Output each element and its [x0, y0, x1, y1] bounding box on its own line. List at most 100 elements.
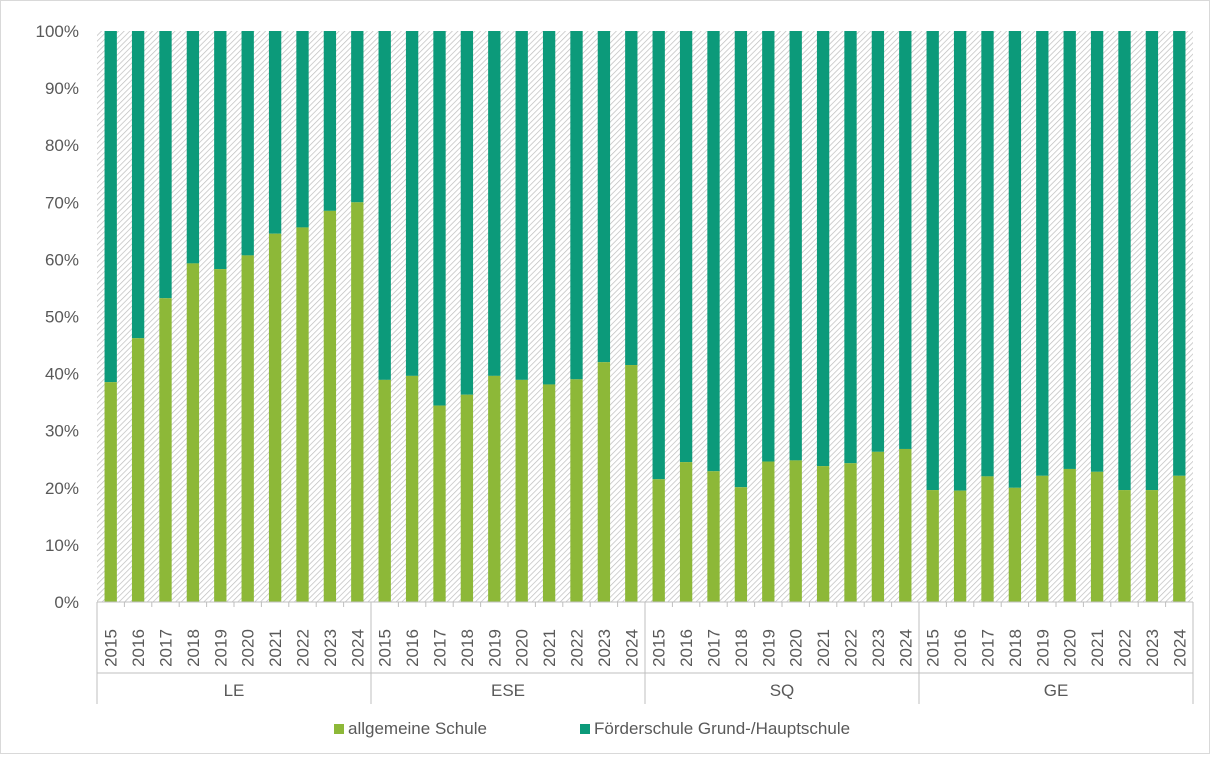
bar-foerderschule-SQ-2016	[679, 31, 693, 463]
legend-swatch-foerderschule	[580, 724, 590, 734]
y-tick-label: 80%	[45, 136, 79, 155]
x-tick-label-year: 2021	[814, 629, 833, 667]
x-tick-label-year: 2018	[1006, 629, 1025, 667]
legend: allgemeine Schule Förderschule Grund-/Hau…	[334, 719, 850, 738]
x-tick-label-year: 2015	[102, 629, 121, 667]
bar-foerderschule-ESE-2020	[515, 31, 528, 380]
bar-foerderschule-SQ-2020	[789, 31, 802, 461]
x-tick-label-year: 2015	[650, 629, 669, 667]
bar-foerderschule-GE-2022	[1118, 31, 1131, 491]
bar-foerderschule-ESE-2021	[542, 31, 556, 385]
x-tick-label-year: 2019	[759, 629, 778, 667]
bar-foerderschule-GE-2019	[1036, 31, 1049, 476]
bar-allgemeine-ESE-2018	[460, 394, 474, 602]
bar-foerderschule-ESE-2024	[625, 31, 638, 366]
bar-foerderschule-LE-2017	[159, 31, 172, 299]
x-tick-label-year: 2023	[869, 629, 888, 667]
y-tick-label: 60%	[45, 250, 79, 269]
y-tick-label: 70%	[45, 193, 79, 212]
bar-foerderschule-SQ-2018	[734, 31, 748, 488]
x-tick-label-year: 2022	[568, 629, 587, 667]
x-tick-label-year: 2021	[540, 629, 559, 667]
bar-foerderschule-ESE-2015	[378, 31, 391, 380]
bar-foerderschule-SQ-2023	[871, 31, 885, 452]
bar-foerderschule-LE-2016	[131, 31, 145, 339]
x-tick-label-year: 2019	[211, 629, 230, 667]
bar-allgemeine-GE-2019	[1036, 475, 1049, 602]
bar-allgemeine-SQ-2021	[816, 466, 830, 602]
bar-allgemeine-ESE-2021	[542, 384, 556, 602]
bar-allgemeine-LE-2017	[159, 298, 172, 602]
bar-allgemeine-GE-2023	[1145, 490, 1159, 602]
bar-foerderschule-GE-2017	[981, 31, 994, 477]
bar-foerderschule-SQ-2019	[762, 31, 775, 462]
bar-allgemeine-LE-2016	[131, 338, 145, 602]
bar-foerderschule-LE-2023	[323, 31, 337, 211]
bar-allgemeine-ESE-2017	[433, 405, 446, 602]
y-tick-label: 0%	[54, 593, 79, 612]
x-tick-label-year: 2017	[979, 629, 998, 667]
bar-allgemeine-GE-2021	[1090, 471, 1104, 602]
x-tick-label-year: 2018	[458, 629, 477, 667]
x-tick-label-year: 2016	[677, 629, 696, 667]
bar-foerderschule-SQ-2021	[816, 31, 830, 467]
bar-allgemeine-ESE-2016	[405, 375, 419, 602]
x-tick-label-year: 2015	[376, 629, 395, 667]
x-tick-label-year: 2022	[842, 629, 861, 667]
x-tick-label-year: 2017	[431, 629, 450, 667]
bar-allgemeine-SQ-2017	[707, 471, 720, 602]
x-tick-label-year: 2018	[184, 629, 203, 667]
x-tick-label-year: 2016	[129, 629, 148, 667]
x-tick-label-year: 2020	[513, 629, 532, 667]
bar-foerderschule-GE-2020	[1063, 31, 1076, 469]
x-tick-label-year: 2019	[1033, 629, 1052, 667]
bar-allgemeine-ESE-2020	[515, 379, 528, 602]
y-tick-label: 50%	[45, 308, 79, 327]
y-tick-label: 100%	[36, 22, 79, 41]
bar-foerderschule-ESE-2023	[597, 31, 611, 363]
legend-swatch-allgemeine	[334, 724, 344, 734]
x-tick-label-year: 2022	[1116, 629, 1135, 667]
x-tick-label-year: 2018	[732, 629, 751, 667]
bar-foerderschule-ESE-2016	[405, 31, 419, 376]
x-tick-label-year: 2020	[787, 629, 806, 667]
bar-foerderschule-SQ-2022	[844, 31, 857, 464]
x-tick-label-year: 2015	[924, 629, 943, 667]
bar-allgemeine-ESE-2015	[378, 379, 391, 602]
bar-foerderschule-ESE-2022	[570, 31, 583, 380]
bar-foerderschule-LE-2024	[351, 31, 364, 203]
bar-allgemeine-ESE-2024	[625, 365, 638, 602]
bar-allgemeine-SQ-2024	[899, 448, 912, 602]
bar-foerderschule-GE-2015	[926, 31, 939, 491]
group-label-GE: GE	[1044, 681, 1069, 700]
bar-foerderschule-LE-2021	[268, 31, 282, 234]
axes-layer: 0% 10% 20% 30% 40% 50% 60% 70% 80% 90% 100% 2015 201…	[36, 22, 1194, 704]
x-tick-label-year: 2023	[1143, 629, 1162, 667]
bar-allgemeine-GE-2017	[981, 476, 994, 602]
bar-allgemeine-GE-2020	[1063, 468, 1076, 602]
bar-foerderschule-GE-2018	[1008, 31, 1022, 488]
bar-foerderschule-GE-2016	[953, 31, 967, 491]
x-tick-label-year: 2024	[622, 629, 641, 667]
bar-allgemeine-LE-2018	[186, 263, 200, 602]
bar-allgemeine-LE-2022	[296, 227, 309, 602]
bar-allgemeine-GE-2015	[926, 490, 939, 602]
y-tick-label: 20%	[45, 479, 79, 498]
bar-allgemeine-LE-2019	[214, 269, 227, 602]
bar-allgemeine-GE-2016	[953, 490, 967, 602]
bar-allgemeine-ESE-2023	[597, 362, 611, 602]
x-tick-label-year: 2024	[348, 629, 367, 667]
y-tick-label: 30%	[45, 422, 79, 441]
bar-foerderschule-ESE-2019	[488, 31, 501, 376]
y-tick-label: 90%	[45, 79, 79, 98]
bar-allgemeine-ESE-2022	[570, 379, 583, 602]
legend-label: allgemeine Schule	[348, 719, 487, 738]
bar-foerderschule-ESE-2017	[433, 31, 446, 406]
bar-allgemeine-SQ-2015	[652, 479, 665, 602]
y-tick-label: 10%	[45, 536, 79, 555]
x-tick-label-year: 2021	[1088, 629, 1107, 667]
bar-allgemeine-SQ-2023	[871, 451, 885, 602]
x-tick-label-year: 2016	[951, 629, 970, 667]
x-tick-label-year: 2024	[896, 629, 915, 667]
